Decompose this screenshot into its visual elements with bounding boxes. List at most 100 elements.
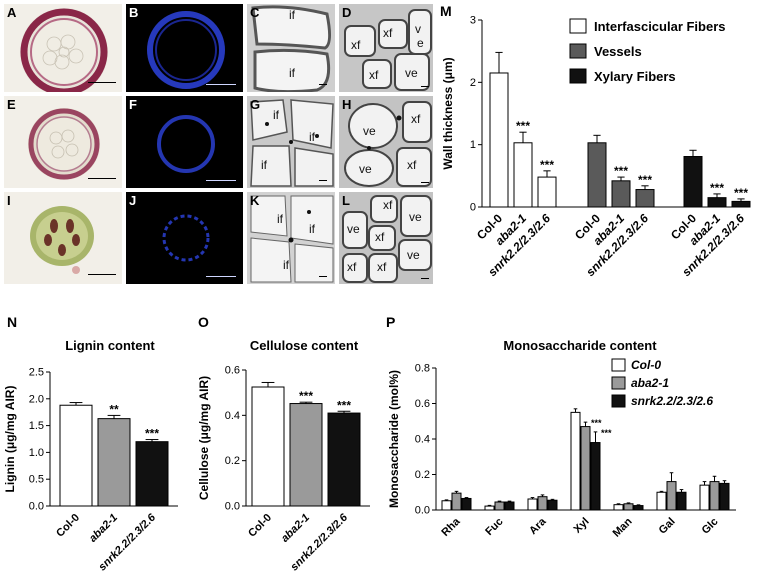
significance-mark: *** — [516, 119, 530, 133]
y-tick-label: 3 — [470, 15, 476, 27]
bar-vessels — [587, 142, 607, 208]
legend-label: Xylary Fibers — [594, 69, 676, 84]
label-if: if — [289, 66, 295, 80]
bar-xylary-fibers — [683, 156, 703, 208]
fluorescence-ring-f — [157, 115, 215, 173]
significance-mark: *** — [591, 418, 602, 428]
stem-cross-section-i — [30, 206, 94, 274]
label-ve: ve — [347, 222, 360, 236]
scale-bar — [319, 84, 327, 85]
x-tick-label: Rha — [439, 515, 463, 539]
legend-swatch — [611, 376, 626, 390]
y-tick-label: 0.0 — [225, 501, 240, 513]
x-tick-label: Man — [611, 515, 635, 539]
panel-letter-e: E — [7, 97, 16, 112]
legend-label: Vessels — [594, 44, 642, 59]
panel-E-stem-section — [4, 96, 122, 188]
panel-letter-o: O — [198, 314, 209, 330]
bar-vessels — [611, 180, 631, 208]
chart-title: Lignin content — [65, 338, 155, 353]
significance-mark: *** — [337, 398, 351, 412]
legend-swatch — [569, 68, 587, 84]
bar-interfascicular-fibers — [537, 176, 557, 208]
cell-walls-k — [247, 192, 335, 284]
panel-letter-b: B — [129, 5, 139, 20]
cell-walls-l — [339, 192, 433, 284]
x-tick-label: Glc — [700, 516, 721, 537]
bar-snrk2-2-2-3-2-6 — [719, 482, 730, 511]
scale-bar — [421, 278, 429, 279]
label-xf: xf — [369, 68, 379, 82]
significance-mark: *** — [638, 173, 652, 187]
cell-walls-h — [339, 96, 433, 188]
panel-letter-d: D — [342, 5, 352, 20]
legend-label: Interfascicular Fibers — [594, 19, 726, 34]
x-tick-label: aba2-1 — [87, 512, 120, 545]
panel-A-stem-section — [4, 4, 122, 92]
y-axis-title: Wall thickness (μm) — [441, 57, 455, 169]
bar-snrk2-2-2-3-2-6 — [590, 442, 601, 511]
y-tick-label: 0.4 — [415, 434, 430, 446]
y-tick-label: 1 — [470, 139, 476, 151]
y-axis-title: Lignin (μg/mg AIR) — [3, 386, 17, 493]
y-tick-label: 0.6 — [225, 365, 240, 377]
x-tick-label: Xyl — [571, 516, 591, 536]
chart-o-cellulose: Cellulose content 0.0 0.2 0.4 0.6 Cellulose (… — [197, 338, 370, 573]
legend-swatch — [611, 358, 626, 372]
scale-bar — [319, 180, 327, 181]
label-if: if — [309, 222, 315, 236]
label-if: if — [283, 258, 289, 272]
bar-aba2-1 — [580, 426, 591, 511]
y-tick-label: 0.8 — [415, 363, 430, 375]
bar-Col-0 — [527, 498, 538, 511]
fluorescence-ring-j — [162, 214, 210, 262]
bar-aba2-1 — [289, 403, 323, 507]
stem-cross-section-e — [28, 108, 100, 180]
panel-letter-i: I — [7, 193, 11, 208]
x-tick-label: Fuc — [483, 516, 505, 538]
scale-bar — [421, 86, 429, 87]
panel-I-stem-section — [4, 192, 122, 284]
y-tick-label: 0.0 — [415, 505, 430, 517]
panel-letter-p: P — [386, 314, 396, 330]
panel-letter-a: A — [7, 5, 17, 20]
y-tick-label: 0.2 — [415, 469, 430, 481]
panel-letter-k: K — [250, 193, 260, 208]
panel-letter-g: G — [250, 97, 261, 112]
significance-mark: *** — [734, 186, 748, 200]
y-tick-label: 0.6 — [415, 398, 430, 410]
panel-L-xylem-cells: xf ve xf ve xf ve xf — [339, 192, 433, 284]
label-if: if — [273, 108, 279, 122]
bar-snrk2.2/2.3/2.6 — [327, 412, 361, 507]
bar-Col-0 — [484, 505, 495, 511]
y-tick-label: 0.2 — [225, 455, 240, 467]
label-xf: xf — [411, 112, 421, 126]
panel-letter-c: C — [250, 5, 260, 20]
panel-C-fiber-cells: if if — [247, 4, 335, 92]
bar-aba2-1 — [623, 503, 634, 511]
fluorescence-ring-b — [147, 11, 225, 89]
panel-letter-j: J — [129, 193, 137, 208]
scale-bar — [88, 82, 116, 83]
y-tick-label: 0 — [470, 202, 476, 214]
label-if: if — [261, 158, 267, 172]
bar-aba2-1 — [451, 492, 462, 511]
x-tick-label: Col-0 — [246, 512, 274, 540]
bar-xylary-fibers — [707, 197, 727, 208]
legend-swatch — [611, 394, 626, 408]
label-if: if — [277, 212, 283, 226]
y-axis-title: Cellulose (μg/mg AIR) — [197, 376, 211, 500]
y-tick-label: 2 — [470, 77, 476, 89]
scale-bar — [319, 276, 327, 277]
legend-swatch — [569, 18, 587, 34]
scale-bar — [421, 182, 429, 183]
y-tick-label: 2.0 — [29, 393, 44, 405]
significance-mark: *** — [614, 164, 628, 178]
y-axis-title: Monosaccharide (mol%) — [387, 370, 401, 508]
bar-aba2-1 — [709, 481, 720, 511]
bar-aba2-1 — [494, 501, 505, 511]
panel-F-fluorescence — [126, 96, 243, 188]
x-tick-label: Gal — [657, 516, 678, 537]
panel-G-fiber-cells: if if if — [247, 96, 335, 188]
